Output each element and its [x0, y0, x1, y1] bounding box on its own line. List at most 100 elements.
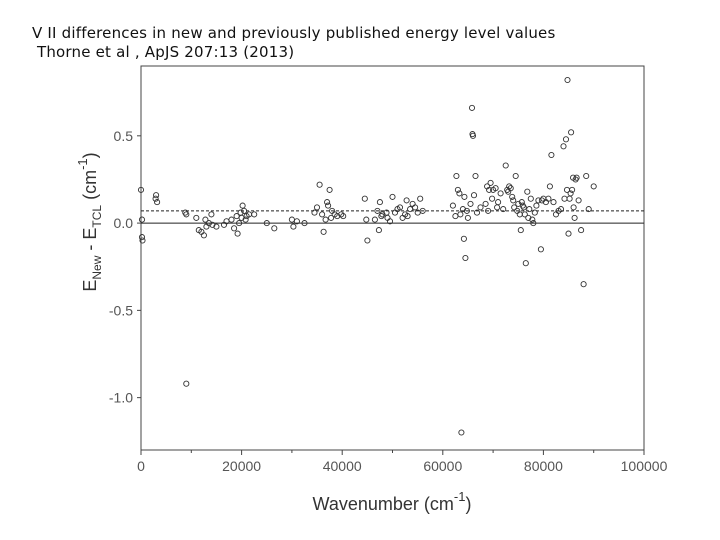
x-axis-title: Wavenumber (cm-1) — [313, 489, 472, 514]
data-point — [452, 213, 459, 220]
data-point — [497, 190, 504, 197]
data-point — [396, 204, 404, 211]
data-point — [510, 197, 517, 204]
data-point — [334, 213, 341, 220]
data-point — [460, 235, 467, 242]
data-point — [527, 195, 534, 202]
data-point — [137, 186, 145, 193]
data-point — [389, 193, 396, 200]
data-point — [154, 199, 161, 206]
data-point — [575, 197, 582, 204]
data-point — [561, 195, 568, 202]
data-point — [509, 193, 516, 200]
data-point — [456, 190, 463, 197]
data-point — [404, 213, 411, 220]
data-point — [470, 192, 478, 199]
data-point — [363, 216, 370, 223]
x-tick-label: 100000 — [621, 458, 668, 474]
data-point — [271, 225, 278, 232]
data-point — [403, 197, 410, 204]
data-point — [512, 172, 519, 180]
data-point — [263, 220, 270, 227]
data-point — [376, 199, 383, 206]
data-point — [502, 162, 509, 169]
data-point — [453, 172, 460, 180]
data-point — [507, 185, 514, 192]
data-point — [200, 232, 207, 239]
data-point — [564, 76, 571, 84]
data-point — [461, 193, 468, 200]
data-point — [407, 206, 414, 213]
x-tick-label: 60000 — [423, 458, 462, 474]
data-point — [325, 202, 332, 209]
data-point — [517, 227, 524, 234]
data-point — [324, 199, 331, 206]
data-point — [193, 214, 200, 221]
data-point — [494, 204, 501, 211]
data-point — [583, 172, 590, 180]
data-point — [525, 214, 532, 221]
x-axis: 0 20000 40000 60000 80000 100000 — [137, 450, 668, 474]
data-point — [548, 151, 555, 159]
data-point — [371, 216, 378, 223]
y-tick-label: 0.0 — [114, 215, 134, 231]
data-point — [529, 216, 536, 223]
data-point — [482, 200, 489, 207]
data-point — [228, 216, 235, 223]
data-point — [567, 190, 574, 197]
data-point — [234, 230, 241, 237]
data-point — [213, 223, 220, 230]
data-point — [361, 195, 368, 202]
data-point — [138, 234, 146, 241]
data-point — [531, 209, 538, 216]
data-point — [489, 195, 496, 202]
data-point — [526, 206, 533, 213]
data-point — [538, 197, 545, 204]
data-point — [533, 202, 540, 209]
x-tick-label: 0 — [137, 458, 145, 474]
data-point — [516, 211, 523, 218]
data-point — [585, 206, 592, 213]
data-point — [485, 207, 492, 214]
data-point — [477, 204, 484, 211]
x-tick-label: 80000 — [524, 458, 563, 474]
chart-title-line-2: Thorne et al , ApJS 207:13 (2013) — [32, 43, 295, 61]
data-point — [311, 209, 318, 216]
data-point — [417, 195, 424, 202]
y-axis-title-sub-tcl: TCL — [90, 205, 104, 228]
data-point — [590, 183, 597, 190]
x-axis-title-close: ) — [465, 494, 471, 514]
data-point — [183, 380, 190, 387]
data-point — [340, 213, 347, 220]
y-axis-title: ENew - ETCL (cm-1) — [75, 152, 104, 291]
chart-title-line-1: V II differences in new and previously p… — [32, 24, 556, 42]
data-point — [288, 216, 295, 223]
data-point — [375, 227, 382, 234]
data-point — [518, 199, 525, 206]
data-point — [463, 207, 470, 214]
data-point — [557, 206, 565, 213]
data-point — [183, 211, 190, 218]
data-point — [322, 216, 329, 223]
data-point — [524, 188, 531, 195]
data-point — [468, 104, 476, 111]
plot-border — [140, 65, 645, 451]
data-point — [236, 220, 243, 227]
data-point — [467, 200, 474, 207]
data-point — [242, 216, 249, 223]
data-point — [338, 211, 345, 218]
data-point — [139, 237, 146, 244]
data-point — [319, 211, 326, 218]
data-point — [573, 174, 580, 181]
data-point — [153, 192, 160, 199]
data-point — [316, 181, 323, 188]
data-point — [537, 246, 544, 253]
data-point — [301, 220, 308, 227]
data-point — [472, 172, 479, 180]
data-point — [469, 132, 477, 139]
data-point — [562, 136, 570, 143]
data-point — [386, 218, 394, 225]
data-point — [241, 207, 248, 214]
data-point — [570, 204, 577, 211]
